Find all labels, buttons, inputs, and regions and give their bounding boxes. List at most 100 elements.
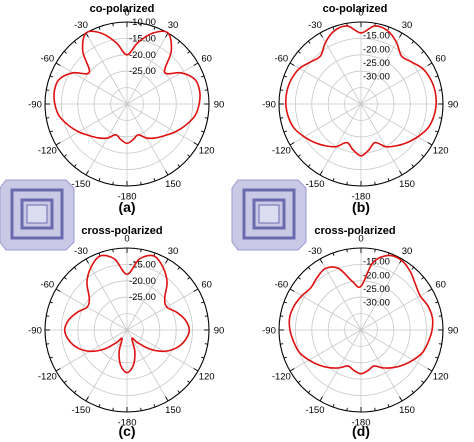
panel-c-grid-spoke: [126, 288, 199, 331]
panel-d-angle-tick: [283, 301, 287, 304]
panel-d-angle-tick: [297, 276, 301, 280]
panel-a-angle-label: 90: [214, 100, 225, 111]
panel-b-angle-label: 60: [435, 54, 446, 65]
panel-c-grid-spoke: [126, 329, 169, 402]
panel-a-angle-tick: [165, 170, 169, 176]
panel-c-angle-tick: [46, 315, 50, 317]
panel-d-angle-label: 150: [399, 405, 415, 416]
panel-b-angle-tick: [307, 40, 311, 44]
panel-c-angle-tick: [140, 249, 142, 253]
panel-b-angle-tick: [387, 178, 390, 182]
panel-b-angle-tick: [421, 154, 425, 158]
panel-d-angle-tick: [438, 343, 442, 345]
panel-c-angle-label: 60: [201, 280, 212, 291]
panel-a-angle-label: -120: [38, 146, 57, 157]
panel-a-angle-label: -30: [74, 20, 88, 31]
panel-a-radial-label: -10.00: [129, 17, 156, 28]
panel-b-angle-label: -150: [305, 179, 324, 190]
panel-d-grid-spoke: [360, 258, 403, 331]
panel-d-angle-label: -60: [274, 280, 288, 291]
panel-a-title: co-polarized: [90, 3, 155, 15]
panel-c-pattern-line: [63, 254, 191, 374]
panel-a-angle-tick: [98, 178, 101, 182]
panel-a-angle-tick: [112, 23, 114, 27]
panel-b-angle-tick: [319, 32, 323, 38]
panel-b-grid-spoke: [289, 62, 362, 105]
panel-b-angle-tick: [346, 181, 348, 185]
panel-d-title: cross-polarized: [314, 225, 395, 237]
panel-d-angle-tick: [289, 288, 295, 292]
panel-a-grid-spoke: [126, 103, 199, 146]
panel-d-angle-tick: [411, 266, 415, 270]
panel-d-angle-label: 0: [358, 234, 363, 245]
panel-b-angle-label: 30: [402, 20, 413, 31]
panel-d-angle-label: 90: [448, 326, 459, 337]
panel-c-radial-label: -15.00: [129, 259, 156, 270]
panel-d-angle-label: 30: [402, 246, 413, 257]
panel-a-angle-tick: [165, 32, 169, 38]
panel-c-angle-label: -180: [117, 418, 136, 429]
panel-b-angle-tick: [427, 62, 433, 66]
panel-a-radial-label: -25.00: [129, 66, 156, 77]
panel-a-angle-tick: [112, 181, 114, 185]
panel-c-angle-tick: [201, 356, 205, 359]
panel-d-angle-tick: [283, 356, 287, 359]
panel-c-angle-tick: [193, 368, 199, 372]
panel-b-radial-label: -20.00: [363, 44, 390, 55]
panel-d-angle-tick: [307, 266, 311, 270]
panel-a-grid-spoke: [85, 103, 128, 176]
panel-d-angle-tick: [435, 356, 439, 359]
panel-b-angle-label: 0: [358, 8, 363, 19]
panel-b-angle-tick: [307, 164, 311, 168]
panel-b-angle-tick: [289, 62, 295, 66]
panel-b-angle-tick: [411, 40, 415, 44]
panel-a-angle-tick: [204, 117, 208, 119]
panel-b-angle-tick: [399, 32, 403, 38]
panel-c-angle-tick: [177, 390, 181, 394]
panel-c-angle-tick: [63, 380, 67, 384]
panel-c-angle-tick: [73, 266, 77, 270]
panel-b-angle-tick: [435, 130, 439, 133]
panel-c-angle-label: -150: [71, 405, 90, 416]
panel-c-angle-label: 0: [124, 234, 129, 245]
panel-d-grid-spoke: [289, 329, 362, 372]
panel-a-grid-spoke: [55, 62, 128, 105]
panel-a-angle-tick: [55, 142, 61, 146]
panel-d-angle-tick: [427, 288, 433, 292]
panel-a-angle-tick: [187, 154, 191, 158]
panel-d-grid-spoke: [360, 329, 433, 372]
panel-b-grid-spoke: [360, 62, 433, 105]
panel-d-angle-tick: [374, 407, 376, 411]
panel-d-label: (d): [352, 423, 370, 439]
panel-b-radial-label: -30.00: [363, 72, 390, 83]
panel-c-grid-spoke: [55, 288, 128, 331]
panel-c-angle-tick: [193, 288, 199, 292]
panel-a-angle-tick: [201, 130, 205, 133]
unit-cell-icon-right: [231, 179, 307, 251]
panel-a-angle-tick: [85, 32, 89, 38]
panel-a-angle-tick: [73, 40, 77, 44]
panel-a-angle-tick: [63, 50, 67, 54]
panel-c-angle-tick: [112, 407, 114, 411]
panel-a-angle-tick: [140, 23, 142, 27]
panel-a-angle-tick: [46, 89, 50, 91]
panel-c-angle-label: 30: [168, 246, 179, 257]
panel-b-angle-tick: [435, 75, 439, 78]
panel-d-angle-tick: [421, 276, 425, 280]
panel-d-radial-label: -15.00: [363, 257, 390, 268]
polar-panel-b: -30 0 30 -60 60 -90 90 -120 120 -150 150 -180 -15.00…: [262, 8, 458, 203]
panel-a-angle-tick: [193, 62, 199, 66]
panel-c-angle-tick: [98, 404, 101, 408]
panel-d-angle-tick: [319, 396, 323, 402]
panel-a-angle-tick: [49, 130, 53, 133]
panel-c-angle-tick: [140, 407, 142, 411]
panel-a-angle-label: 60: [201, 54, 212, 65]
panel-d-angle-tick: [297, 380, 301, 384]
panel-c-angle-label: -60: [40, 280, 54, 291]
panel-b-angle-label: 90: [448, 100, 459, 111]
panel-c-radial-label: -25.00: [129, 292, 156, 303]
panel-b-angle-tick: [411, 164, 415, 168]
panel-b-radial-label: -25.00: [363, 58, 390, 69]
panel-b-angle-tick: [297, 50, 301, 54]
